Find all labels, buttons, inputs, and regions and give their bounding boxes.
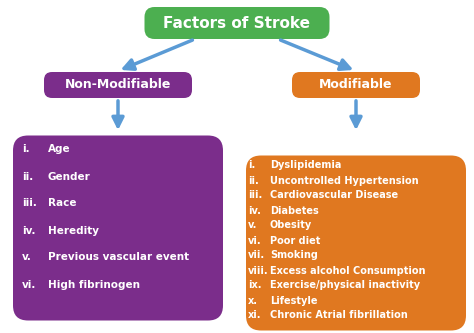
Text: Obesity: Obesity [270, 220, 312, 230]
Text: Race: Race [48, 198, 76, 208]
Text: Chronic Atrial fibrillation: Chronic Atrial fibrillation [270, 310, 408, 320]
Text: iii.: iii. [22, 198, 37, 208]
Text: v.: v. [22, 252, 32, 262]
Text: Exercise/physical inactivity: Exercise/physical inactivity [270, 280, 420, 290]
FancyBboxPatch shape [44, 72, 192, 98]
Text: iv.: iv. [248, 205, 261, 215]
Text: ii.: ii. [22, 171, 33, 181]
Text: Dyslipidemia: Dyslipidemia [270, 161, 341, 170]
Text: Diabetes: Diabetes [270, 205, 319, 215]
FancyBboxPatch shape [13, 136, 223, 320]
Text: Gender: Gender [48, 171, 91, 181]
Text: Poor diet: Poor diet [270, 235, 320, 245]
Text: vii.: vii. [248, 250, 265, 260]
Text: Smoking: Smoking [270, 250, 318, 260]
Text: Excess alcohol Consumption: Excess alcohol Consumption [270, 265, 426, 275]
Text: Uncontrolled Hypertension: Uncontrolled Hypertension [270, 175, 419, 185]
Text: iv.: iv. [22, 225, 36, 235]
Text: Age: Age [48, 145, 71, 155]
Text: ii.: ii. [248, 175, 259, 185]
Text: vi.: vi. [22, 279, 36, 289]
Text: i.: i. [22, 145, 29, 155]
FancyBboxPatch shape [246, 156, 466, 330]
Text: v.: v. [248, 220, 257, 230]
Text: viii.: viii. [248, 265, 269, 275]
Text: Modifiable: Modifiable [319, 79, 393, 92]
Text: ix.: ix. [248, 280, 262, 290]
Text: vi.: vi. [248, 235, 262, 245]
Text: iii.: iii. [248, 190, 262, 200]
FancyBboxPatch shape [292, 72, 420, 98]
Text: High fibrinogen: High fibrinogen [48, 279, 140, 289]
FancyBboxPatch shape [145, 7, 329, 39]
Text: xi.: xi. [248, 310, 262, 320]
Text: Lifestyle: Lifestyle [270, 295, 318, 305]
Text: Factors of Stroke: Factors of Stroke [164, 16, 310, 31]
Text: x.: x. [248, 295, 258, 305]
Text: Heredity: Heredity [48, 225, 99, 235]
Text: Non-Modifiable: Non-Modifiable [65, 79, 171, 92]
Text: Previous vascular event: Previous vascular event [48, 252, 189, 262]
Text: i.: i. [248, 161, 255, 170]
Text: Cardiovascular Disease: Cardiovascular Disease [270, 190, 398, 200]
